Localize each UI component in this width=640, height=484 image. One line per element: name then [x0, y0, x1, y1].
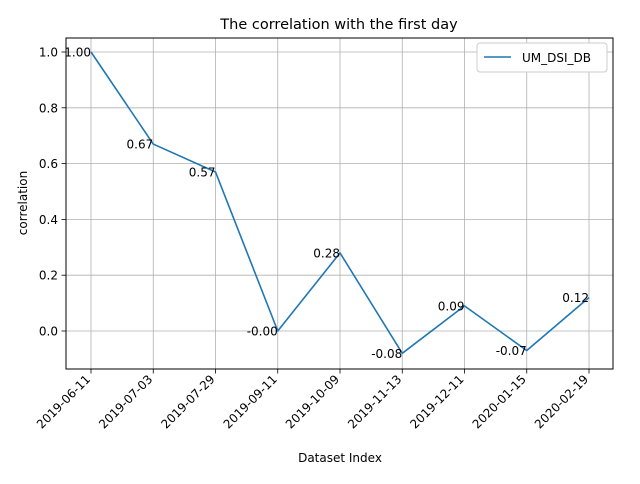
y-tick-label: 0.2 [39, 269, 58, 283]
x-tick-label: 2020-02-19 [532, 372, 591, 431]
data-label: 0.28 [313, 246, 340, 260]
y-tick-label: 0.4 [39, 213, 58, 227]
data-label: -0.00 [247, 325, 278, 339]
x-tick-label: 2019-11-13 [345, 372, 404, 431]
y-tick-label: 0.6 [39, 157, 58, 171]
x-tick-label: 2019-10-09 [283, 372, 342, 431]
chart-title: The correlation with the first day [219, 17, 458, 33]
x-tick-label: 2019-06-11 [34, 372, 93, 431]
data-labels: 1.00 0.67 0.57 -0.00 0.28 -0.08 0.09 -0.07 0.12 [64, 46, 589, 361]
y-tick-label: 0.0 [39, 325, 58, 339]
data-label: 1.00 [64, 46, 91, 60]
y-axis: 0.0 0.2 0.4 0.6 0.8 1.0 [39, 46, 66, 339]
x-tick-label: 2019-07-29 [158, 372, 217, 431]
y-tick-label: 0.8 [39, 101, 58, 115]
y-tick-label: 1.0 [39, 46, 58, 60]
data-label: 0.09 [438, 299, 465, 313]
plot-frame [65, 37, 614, 370]
x-tick-label: 2019-12-11 [407, 372, 466, 431]
x-axis-label: Dataset Index [298, 451, 382, 465]
data-label: 0.57 [189, 165, 216, 179]
x-axis: 2019-06-11 2019-07-03 2019-07-29 2019-09-11… [34, 369, 591, 431]
legend: UM_DSI_DB [476, 42, 608, 73]
data-label: 0.67 [127, 138, 154, 152]
data-label: -0.07 [496, 344, 527, 358]
x-tick-label: 2019-07-03 [96, 372, 155, 431]
data-label: -0.08 [371, 347, 402, 361]
legend-label: UM_DSI_DB [522, 51, 591, 65]
series-line [90, 51, 590, 355]
series-layer [90, 51, 590, 355]
data-label: 0.12 [562, 291, 589, 305]
y-axis-label: correlation [16, 171, 30, 235]
x-tick-label: 2019-09-11 [221, 372, 280, 431]
legend-box [476, 42, 608, 73]
x-tick-label: 2020-01-15 [470, 372, 529, 431]
grid [66, 38, 613, 369]
